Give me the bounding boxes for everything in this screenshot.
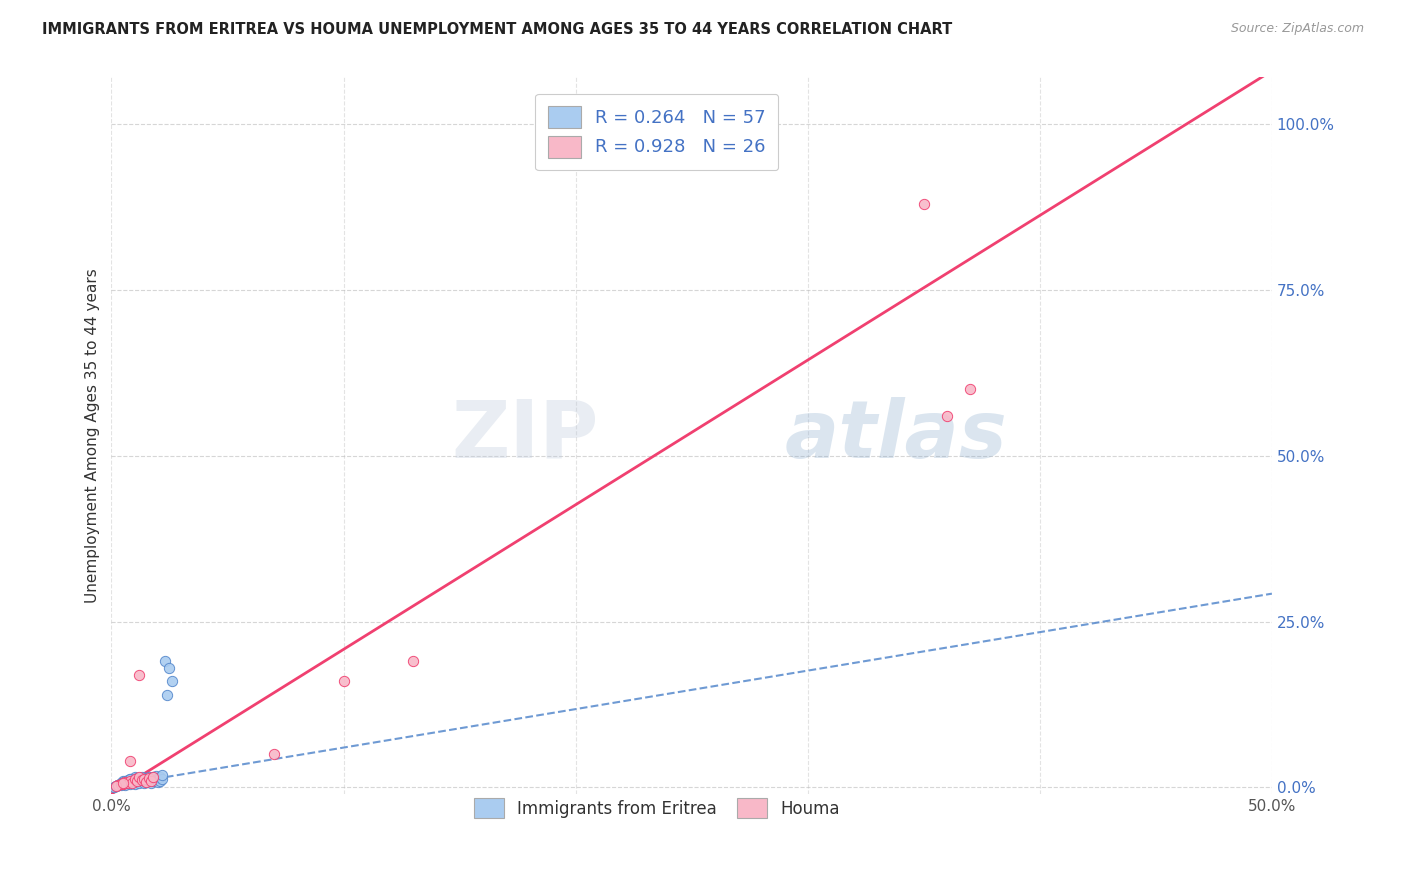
- Point: [138, 771, 160, 785]
- Point: [117, 773, 139, 788]
- Point: [125, 773, 148, 788]
- Point: [105, 779, 128, 793]
- Point: [111, 777, 134, 791]
- Point: [128, 771, 150, 785]
- Point: [125, 771, 148, 785]
- Point: [110, 777, 132, 791]
- Point: [160, 674, 183, 689]
- Point: [128, 776, 150, 790]
- Point: [105, 779, 128, 793]
- Text: Source: ZipAtlas.com: Source: ZipAtlas.com: [1230, 22, 1364, 36]
- Point: [149, 770, 172, 784]
- Text: ZIP: ZIP: [451, 397, 599, 475]
- Point: [142, 771, 165, 785]
- Point: [111, 777, 134, 791]
- Point: [128, 772, 150, 786]
- Point: [145, 773, 167, 788]
- Point: [118, 754, 141, 768]
- Point: [146, 771, 169, 785]
- Point: [118, 772, 141, 787]
- Point: [121, 776, 143, 790]
- Point: [139, 772, 162, 786]
- Point: [124, 772, 146, 787]
- Point: [111, 776, 134, 790]
- Point: [118, 772, 141, 786]
- Point: [332, 674, 354, 689]
- Point: [132, 772, 155, 786]
- Point: [132, 772, 155, 787]
- Point: [110, 777, 132, 791]
- Point: [131, 773, 153, 788]
- Point: [121, 773, 143, 788]
- Point: [103, 780, 125, 794]
- Point: [131, 774, 153, 789]
- Point: [149, 773, 172, 788]
- Point: [114, 774, 136, 789]
- Point: [117, 775, 139, 789]
- Point: [132, 776, 155, 790]
- Legend: Immigrants from Eritrea, Houma: Immigrants from Eritrea, Houma: [467, 791, 846, 825]
- Point: [117, 776, 139, 790]
- Point: [142, 770, 165, 784]
- Point: [263, 747, 285, 762]
- Point: [146, 775, 169, 789]
- Point: [138, 770, 160, 784]
- Point: [121, 774, 143, 789]
- Point: [936, 409, 959, 423]
- Point: [110, 776, 132, 790]
- Point: [138, 773, 160, 788]
- Point: [114, 779, 136, 793]
- Point: [111, 776, 134, 790]
- Point: [131, 771, 153, 785]
- Point: [142, 774, 165, 789]
- Point: [114, 775, 136, 789]
- Point: [107, 779, 129, 793]
- Point: [124, 771, 146, 785]
- Point: [139, 773, 162, 788]
- Point: [135, 775, 157, 789]
- Point: [128, 667, 150, 681]
- Point: [121, 774, 143, 789]
- Text: atlas: atlas: [785, 397, 1007, 475]
- Point: [402, 654, 425, 668]
- Point: [114, 775, 136, 789]
- Point: [117, 776, 139, 790]
- Point: [110, 778, 132, 792]
- Point: [125, 772, 148, 786]
- Point: [124, 772, 146, 787]
- Point: [139, 776, 162, 790]
- Point: [135, 771, 157, 785]
- Point: [107, 779, 129, 793]
- Point: [145, 769, 167, 783]
- Point: [156, 688, 179, 702]
- Point: [959, 382, 981, 396]
- Point: [135, 775, 157, 789]
- Point: [124, 777, 146, 791]
- Point: [118, 773, 141, 788]
- Text: IMMIGRANTS FROM ERITREA VS HOUMA UNEMPLOYMENT AMONG AGES 35 TO 44 YEARS CORRELAT: IMMIGRANTS FROM ERITREA VS HOUMA UNEMPLO…: [42, 22, 952, 37]
- Point: [107, 778, 129, 792]
- Point: [118, 777, 141, 791]
- Point: [159, 661, 181, 675]
- Point: [111, 773, 134, 788]
- Point: [125, 774, 148, 789]
- Y-axis label: Unemployment Among Ages 35 to 44 years: Unemployment Among Ages 35 to 44 years: [86, 268, 100, 603]
- Point: [107, 779, 129, 793]
- Point: [152, 772, 174, 787]
- Point: [912, 196, 935, 211]
- Point: [152, 768, 174, 782]
- Point: [111, 776, 134, 790]
- Point: [153, 654, 176, 668]
- Point: [105, 779, 128, 793]
